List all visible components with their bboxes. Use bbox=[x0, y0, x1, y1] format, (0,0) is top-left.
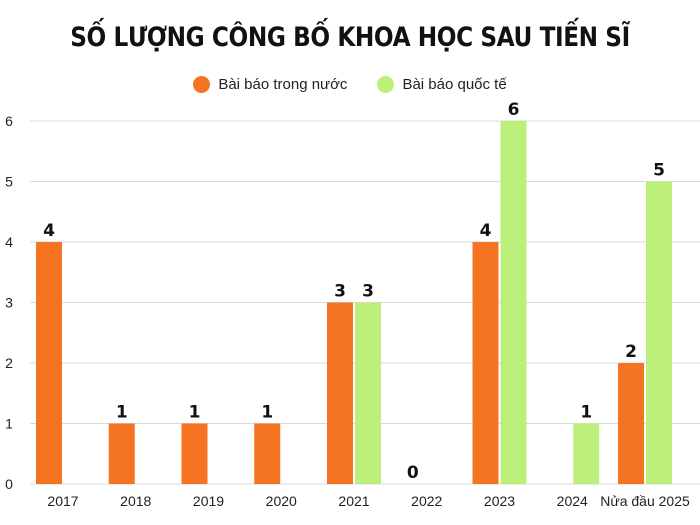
value-label-international-4: 3 bbox=[362, 282, 374, 302]
value-label-international-6: 6 bbox=[508, 100, 520, 120]
value-label-domestic-8: 2 bbox=[625, 342, 637, 362]
x-tick-label-6: 2023 bbox=[484, 493, 515, 509]
bar-domestic-0 bbox=[36, 242, 62, 484]
x-tick-label-3: 2020 bbox=[266, 493, 297, 509]
value-label-domestic-6: 4 bbox=[480, 221, 492, 241]
bar-domestic-8 bbox=[618, 363, 644, 484]
value-label-international-7: 1 bbox=[580, 403, 592, 423]
legend-swatch-international bbox=[377, 76, 395, 93]
x-tick-label-7: 2024 bbox=[557, 493, 588, 509]
bar-international-7 bbox=[573, 423, 600, 484]
x-tick-label-2: 2019 bbox=[193, 493, 224, 509]
x-tick-label-5: 2022 bbox=[411, 493, 442, 509]
chart-title: SỐ LƯỢNG CÔNG BỐ KHOA HỌC SAU TIẾN SĨ bbox=[70, 22, 630, 53]
y-tick-label-5: 5 bbox=[5, 174, 13, 190]
bar-international-4 bbox=[355, 302, 381, 484]
value-label-domestic-2: 1 bbox=[189, 403, 201, 423]
y-tick-label-3: 3 bbox=[5, 295, 13, 311]
bar-domestic-6 bbox=[472, 242, 499, 484]
y-tick-label-0: 0 bbox=[5, 476, 13, 492]
legend-item-domestic: Bài báo trong nước bbox=[193, 76, 347, 93]
x-tick-label-8: Nửa đầu 2025 bbox=[600, 493, 690, 509]
bar-domestic-2 bbox=[181, 423, 208, 484]
value-label-domestic-4: 3 bbox=[334, 282, 346, 302]
y-tick-label-1: 1 bbox=[5, 416, 13, 432]
legend-item-international: Bài báo quốc tế bbox=[377, 76, 507, 93]
bar-international-6 bbox=[500, 121, 527, 484]
x-tick-label-0: 2017 bbox=[47, 493, 78, 509]
value-label-domestic-5: 0 bbox=[407, 463, 419, 483]
bar-domestic-4 bbox=[327, 302, 353, 484]
y-axis-ticks: 0 1 2 3 4 5 6 bbox=[5, 113, 13, 492]
bar-domestic-1 bbox=[108, 423, 135, 484]
y-tick-label-2: 2 bbox=[5, 355, 13, 371]
legend-swatch-domestic bbox=[193, 76, 211, 93]
value-label-domestic-0: 4 bbox=[43, 221, 55, 241]
bar-domestic-3 bbox=[254, 423, 281, 484]
value-labels: 4 1 1 1 3 3 0 4 6 1 2 5 bbox=[43, 100, 665, 483]
value-label-domestic-3: 1 bbox=[261, 403, 273, 423]
bar-international-8 bbox=[646, 181, 672, 484]
y-tick-label-6: 6 bbox=[5, 113, 13, 129]
y-tick-label-4: 4 bbox=[5, 234, 13, 250]
value-label-domestic-1: 1 bbox=[116, 403, 128, 423]
x-tick-label-1: 2018 bbox=[120, 493, 151, 509]
bars bbox=[36, 121, 672, 484]
x-axis-labels: 2017 2018 2019 2020 2021 2022 2023 2024 Nửa đầu … bbox=[47, 493, 690, 509]
legend-label-domestic: Bài báo trong nước bbox=[218, 76, 348, 93]
legend-label-international: Bài báo quốc tế bbox=[402, 76, 507, 93]
value-label-international-8: 5 bbox=[653, 161, 665, 181]
x-tick-label-4: 2021 bbox=[338, 493, 369, 509]
legend: Bài báo trong nước Bài báo quốc tế bbox=[0, 76, 700, 93]
